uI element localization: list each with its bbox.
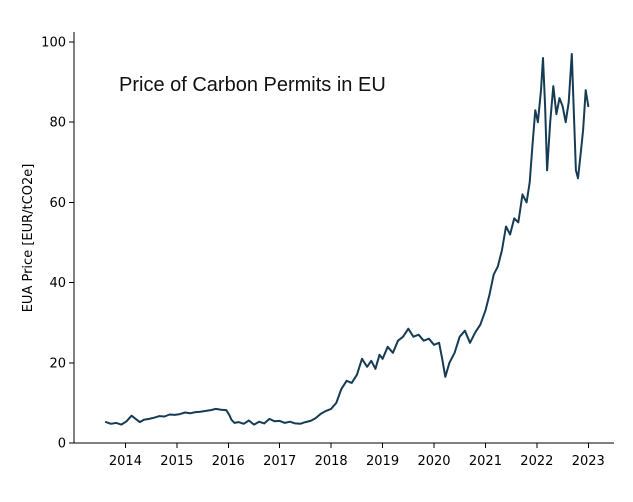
x-tick-label: 2021 [469, 454, 502, 469]
y-tick-label: 80 [49, 116, 66, 131]
x-tick-label: 2014 [109, 454, 142, 469]
x-tick-label: 2016 [212, 454, 245, 469]
axes: 0 20 40 60 80 100 2014 2015 2016 2017 2018 2019 2020… [41, 32, 614, 469]
y-tick-label: 20 [49, 356, 66, 371]
y-tick-label: 60 [49, 196, 66, 211]
y-tick-label: 40 [49, 276, 66, 291]
x-tick-label: 2018 [315, 454, 348, 469]
x-tick-label: 2019 [366, 454, 399, 469]
series-line-eua-price [104, 53, 590, 426]
x-tick-label: 2022 [520, 454, 553, 469]
y-axis-label: EUA Price [EUR/tCO2e] [21, 164, 36, 313]
series-layer [104, 53, 590, 426]
x-tick-label: 2020 [417, 454, 450, 469]
y-tick-label: 100 [41, 36, 66, 51]
y-tick-label: 0 [58, 437, 66, 452]
x-tick-label: 2017 [263, 454, 296, 469]
chart-title: Price of Carbon Permits in EU [119, 74, 386, 96]
x-tick-label: 2015 [160, 454, 193, 469]
x-tick-label: 2023 [572, 454, 605, 469]
